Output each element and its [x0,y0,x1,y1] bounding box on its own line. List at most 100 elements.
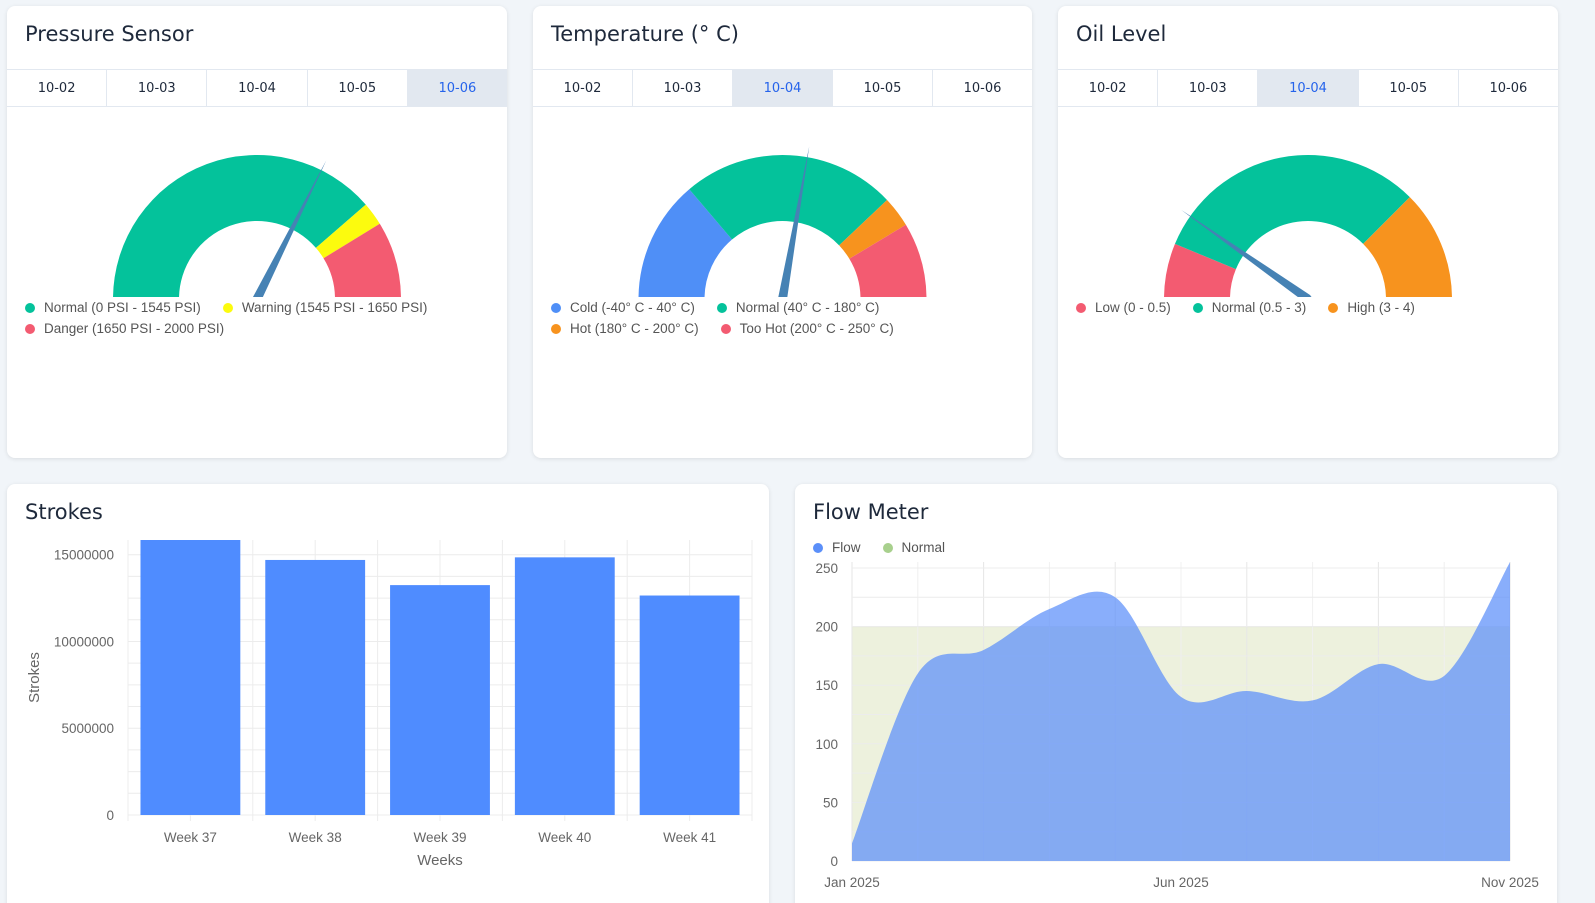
legend-label: Too Hot (200° C - 250° C) [739,321,894,336]
bar[interactable] [639,595,740,815]
legend-label: High (3 - 4) [1347,300,1415,315]
legend-dot [882,542,893,553]
pressure-gauge: 1295 PSI [113,155,401,297]
card-title: Flow Meter [813,500,929,524]
legend-label: Hot (180° C - 200° C) [570,321,699,336]
flow-legend: Flow Normal [813,540,945,555]
tab-date[interactable]: 10-03 [633,70,733,106]
tab-date[interactable]: 10-04 [1258,70,1359,106]
oil-level-card: Oil Level 10-02 10-03 10-04 10-05 10-06 … [1058,6,1558,458]
y-tick-label: 150 [815,678,838,693]
card-title: Pressure Sensor [25,22,194,46]
tab-date[interactable]: 10-04 [733,70,833,106]
legend-dot [222,302,233,313]
y-tick-label: 10000000 [54,634,114,649]
x-tick-label: Week 39 [413,830,466,845]
x-tick-label: Jan 2025 [824,875,880,890]
strokes-bar-chart: 0 5000000 10000000 15000000 Week 37 Week 38 We… [26,540,753,869]
gauge-legend: Cold (-40° C - 40° C) Normal (40° C - 180… [551,300,1022,336]
bar[interactable] [140,540,241,815]
needle-hub [779,295,786,297]
x-tick-label: Week 41 [663,830,716,845]
flow-meter-card: Flow Meter Flow Normal 0 50 100 150 200 250 Ja… [795,484,1557,903]
legend-item-normal[interactable]: Normal [882,540,946,555]
legend-item[interactable]: Warning (1545 PSI - 1650 PSI) [222,300,428,315]
legend-dot [25,323,35,334]
bar[interactable] [390,585,490,815]
legend-label: Normal [901,540,946,555]
legend-label: Flow [832,540,861,555]
flow-area[interactable] [852,562,1510,861]
gauge-band [689,155,888,246]
gauge-band [1164,243,1236,297]
legend-label: Normal (40° C - 180° C) [735,300,880,315]
x-tick-label: Week 38 [289,830,342,845]
y-tick-label: 0 [106,808,114,823]
needle-hub [253,295,261,297]
gauge-band [323,223,401,297]
tab-date[interactable]: 10-06 [1489,80,1528,96]
legend-dot [551,302,561,313]
tab-date[interactable]: 10-02 [7,70,108,106]
x-tick-label: Week 40 [538,830,591,845]
legend-item[interactable]: Cold (-40° C - 40° C) [551,300,695,315]
legend-dot [551,323,561,334]
date-tabs: 10-02 10-03 10-04 10-05 10-06 [533,69,1032,107]
legend-dot [1328,302,1339,313]
legend-item[interactable]: High (3 - 4) [1328,300,1415,315]
gauge-band [1363,197,1452,297]
bar[interactable] [514,557,615,815]
gauge-needle [1181,209,1311,297]
gauge-band [1174,155,1410,270]
legend-item[interactable]: Low (0 - 0.5) [1076,300,1171,315]
tab-date[interactable]: 10-05 [308,70,408,106]
tab-date[interactable]: 10-02 [1058,70,1159,106]
gauge-band [113,155,366,297]
legend-item[interactable]: Too Hot (200° C - 250° C) [720,321,894,336]
tab-date[interactable]: 10-06 [407,70,507,106]
oil-level-gauge: 0.78 [1164,155,1452,297]
date-tabs: 10-02 10-03 10-04 10-05 10-06 [7,69,507,107]
legend-label: Danger (1650 PSI - 2000 PSI) [44,321,225,336]
tab-date[interactable]: 10-03 [1158,70,1259,106]
legend-label: Normal (0 PSI - 1545 PSI) [44,300,201,315]
legend-dot [1192,302,1203,313]
card-title: Strokes [25,500,103,524]
flow-area-chart: 0 50 100 150 200 250 Jan 2025 Jun 2025 Nov 2025 [815,561,1538,890]
gauge-legend: Normal (0 PSI - 1545 PSI) Warning (1545 P… [25,300,497,336]
y-tick-label: 5000000 [61,721,114,736]
card-title: Temperature (° C) [551,22,739,46]
tab-date[interactable]: 10-02 [533,70,633,106]
y-tick-label: 15000000 [54,548,114,563]
x-tick-label: Jun 2025 [1153,875,1209,890]
needle-hub [1304,295,1312,297]
legend-dot [813,542,823,553]
legend-item[interactable]: Normal (40° C - 180° C) [716,300,880,315]
legend-item[interactable]: Danger (1650 PSI - 2000 PSI) [25,321,224,336]
card-title: Oil Level [1076,22,1167,46]
gauge-needle [252,160,327,297]
y-tick-label: 50 [823,795,838,810]
gauge-band [839,199,906,259]
legend-label: Cold (-40° C - 40° C) [570,300,695,315]
tab-date[interactable]: 10-04 [207,70,308,106]
legend-item[interactable]: Normal (0 PSI - 1545 PSI) [25,300,201,315]
tab-date[interactable]: 10-05 [1359,70,1459,106]
legend-item[interactable]: Hot (180° C - 200° C) [551,321,699,336]
gauge-legend: Low (0 - 0.5) Normal (0.5 - 3) High (3 - 4… [1076,300,1548,315]
legend-dot [25,302,35,313]
y-tick-label: 100 [815,737,838,752]
x-tick-label: Week 37 [164,830,217,845]
legend-label: Warning (1545 PSI - 1650 PSI) [241,300,428,315]
gauge-band [638,189,733,297]
tab-date[interactable]: 10-03 [107,70,208,106]
bar[interactable] [265,559,366,815]
temperature-gauge: 121° C [638,146,927,297]
legend-label: Low (0 - 0.5) [1095,300,1171,315]
legend-label: Normal (0.5 - 3) [1211,300,1307,315]
tab-date[interactable]: 10-06 [963,80,1002,96]
tab-date[interactable]: 10-05 [833,70,933,106]
legend-item-flow[interactable]: Flow [813,540,861,555]
legend-item[interactable]: Normal (0.5 - 3) [1192,300,1307,315]
temperature-card: Temperature (° C) 10-02 10-03 10-04 10-0… [533,6,1032,458]
